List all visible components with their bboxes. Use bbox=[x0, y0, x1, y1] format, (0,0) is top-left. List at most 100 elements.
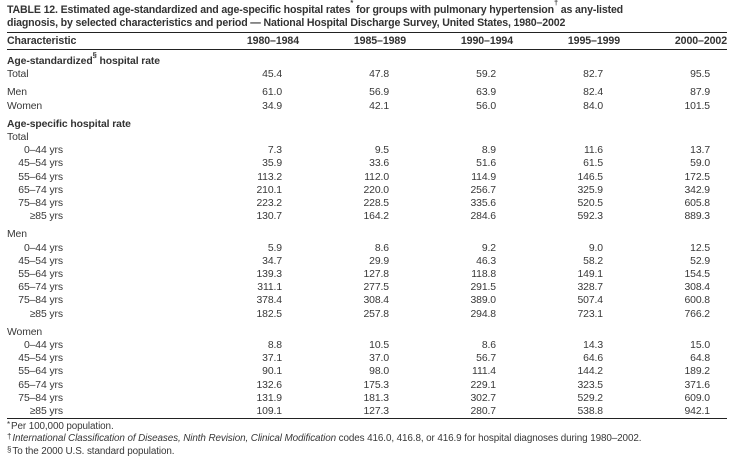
age-group-label: ≥85 yrs bbox=[29, 406, 63, 418]
table-row: Men 61.0 56.9 63.9 82.4 87.9 bbox=[7, 81, 727, 99]
title-superscript-dagger: † bbox=[553, 0, 558, 8]
table-row: 55–64 yrs 113.2 112.0 114.9 146.5 172.5 bbox=[7, 171, 727, 184]
rate-cell: 182.5 bbox=[256, 308, 282, 320]
table-row: 45–54 yrs 37.1 37.0 56.7 64.6 64.8 bbox=[7, 352, 727, 365]
rate-cell: 302.7 bbox=[470, 392, 496, 404]
section-header-text: Age-standardized bbox=[7, 56, 93, 67]
title-text: as any-listed bbox=[557, 4, 624, 16]
age-group-label: 45–54 yrs bbox=[18, 158, 63, 170]
table-row: 45–54 yrs 34.7 29.9 46.3 58.2 52.9 bbox=[7, 255, 727, 268]
table-title-line1: TABLE 12. Estimated age-standardized and… bbox=[7, 0, 727, 17]
rate-cell: 323.5 bbox=[577, 379, 603, 391]
row-label: ≥85 yrs bbox=[7, 210, 192, 223]
row-label: Women bbox=[7, 100, 43, 112]
rate-cell bbox=[192, 223, 299, 241]
table-row-group-women: Women bbox=[7, 321, 727, 339]
row-label: 45–54 yrs bbox=[7, 352, 192, 365]
rate-cell: 98.0 bbox=[369, 366, 389, 378]
age-group-label: 75–84 yrs bbox=[18, 198, 63, 210]
footnote-text: codes 416.0, 416.8, or 416.9 for hospita… bbox=[335, 433, 642, 445]
rate-cell: 51.6 bbox=[476, 158, 496, 170]
rate-cell: 13.7 bbox=[690, 145, 710, 157]
rate-cell bbox=[513, 223, 620, 241]
rate-cell: 9.5 bbox=[374, 145, 389, 157]
rate-cell: 257.8 bbox=[363, 308, 389, 320]
rate-cell: 371.6 bbox=[684, 379, 710, 391]
age-group-label: 65–74 yrs bbox=[18, 184, 63, 196]
rate-cell: 277.5 bbox=[363, 282, 389, 294]
rate-cell: 111.4 bbox=[472, 366, 496, 378]
rate-cell: 84.0 bbox=[583, 100, 603, 112]
table-title: TABLE 12. Estimated age-standardized and… bbox=[7, 0, 727, 30]
table-row: 65–74 yrs 132.6 175.3 229.1 323.5 371.6 bbox=[7, 379, 727, 392]
row-label: 75–84 yrs bbox=[7, 197, 192, 210]
rate-cell: 109.1 bbox=[256, 406, 282, 418]
rate-cell: 139.3 bbox=[256, 269, 282, 281]
rate-cell bbox=[620, 321, 727, 339]
table-row: ≥85 yrs 109.1 127.3 280.7 538.8 942.1 bbox=[7, 405, 727, 419]
title-text: TABLE 12. Estimated age-standardized and… bbox=[7, 4, 351, 16]
row-label: 55–64 yrs bbox=[7, 268, 192, 281]
rate-cell bbox=[192, 131, 299, 144]
data-table: Characteristic 1980–1984 1985–1989 1990–… bbox=[7, 32, 727, 420]
row-label: Women bbox=[7, 326, 43, 338]
rate-cell: 42.1 bbox=[369, 100, 389, 112]
column-header-period-1: 1980–1984 bbox=[192, 32, 299, 50]
rate-cell: 342.9 bbox=[684, 184, 710, 196]
rate-cell: 308.4 bbox=[684, 282, 710, 294]
rate-cell: 172.5 bbox=[684, 171, 710, 183]
title-text: for groups with pulmonary hypertension bbox=[353, 4, 554, 16]
table-body: Age-standardized§ hospital rate Total 45.4… bbox=[7, 50, 727, 419]
age-group-label: 75–84 yrs bbox=[18, 295, 63, 307]
rate-cell: 256.7 bbox=[470, 184, 496, 196]
rate-cell: 61.5 bbox=[583, 158, 603, 170]
rate-cell: 538.8 bbox=[577, 406, 603, 418]
rate-cell: 82.7 bbox=[583, 69, 603, 81]
rate-cell: 609.0 bbox=[684, 392, 710, 404]
footnote-text: To the 2000 U.S. standard population. bbox=[12, 445, 175, 457]
footnote-icd-codes: †International Classification of Disease… bbox=[7, 433, 727, 445]
row-label: 0–44 yrs bbox=[7, 242, 192, 255]
rate-cell: 101.5 bbox=[684, 100, 710, 112]
rate-cell: 311.1 bbox=[257, 282, 282, 294]
row-label: 45–54 yrs bbox=[7, 157, 192, 170]
row-label: ≥85 yrs bbox=[7, 405, 192, 419]
rate-cell: 63.9 bbox=[476, 87, 496, 99]
footnote-italic-text: International Classification of Diseases… bbox=[12, 433, 336, 445]
row-label: 0–44 yrs bbox=[7, 144, 192, 157]
rate-cell: 149.1 bbox=[577, 269, 603, 281]
row-label: Total bbox=[7, 132, 29, 144]
rate-cell bbox=[620, 131, 727, 144]
age-group-label: 65–74 yrs bbox=[18, 379, 63, 391]
rate-cell: 600.8 bbox=[684, 295, 710, 307]
rate-cell: 592.3 bbox=[577, 211, 603, 223]
row-label: 75–84 yrs bbox=[7, 294, 192, 307]
row-label: Total bbox=[7, 69, 29, 81]
rate-cell: 37.0 bbox=[369, 353, 389, 365]
rate-cell: 284.6 bbox=[470, 211, 496, 223]
rate-cell: 507.4 bbox=[577, 295, 603, 307]
rate-cell: 605.8 bbox=[684, 198, 710, 210]
row-label: ≥85 yrs bbox=[7, 308, 192, 321]
rate-cell: 378.4 bbox=[256, 295, 282, 307]
rate-cell: 61.0 bbox=[262, 87, 282, 99]
row-label: 55–64 yrs bbox=[7, 171, 192, 184]
table-row: 65–74 yrs 311.1 277.5 291.5 328.7 308.4 bbox=[7, 281, 727, 294]
rate-cell bbox=[192, 321, 299, 339]
footnote-text: Per 100,000 population. bbox=[11, 421, 114, 433]
row-label: Men bbox=[7, 87, 27, 99]
table-row: 0–44 yrs 8.8 10.5 8.6 14.3 15.0 bbox=[7, 339, 727, 352]
rate-cell: 210.1 bbox=[256, 184, 282, 196]
rate-cell: 520.5 bbox=[577, 198, 603, 210]
row-label: 45–54 yrs bbox=[7, 255, 192, 268]
rate-cell: 33.6 bbox=[369, 158, 389, 170]
section-header-row: Age-standardized§ hospital rate bbox=[7, 50, 727, 69]
rate-cell: 220.0 bbox=[363, 184, 389, 196]
rate-cell: 52.9 bbox=[690, 255, 710, 267]
column-header-period-5: 2000–2002 bbox=[620, 32, 727, 50]
rate-cell: 223.2 bbox=[256, 198, 282, 210]
column-header-period-2: 1985–1989 bbox=[299, 32, 406, 50]
table-row: 0–44 yrs 5.9 8.6 9.2 9.0 12.5 bbox=[7, 242, 727, 255]
rate-cell: 328.7 bbox=[577, 282, 603, 294]
